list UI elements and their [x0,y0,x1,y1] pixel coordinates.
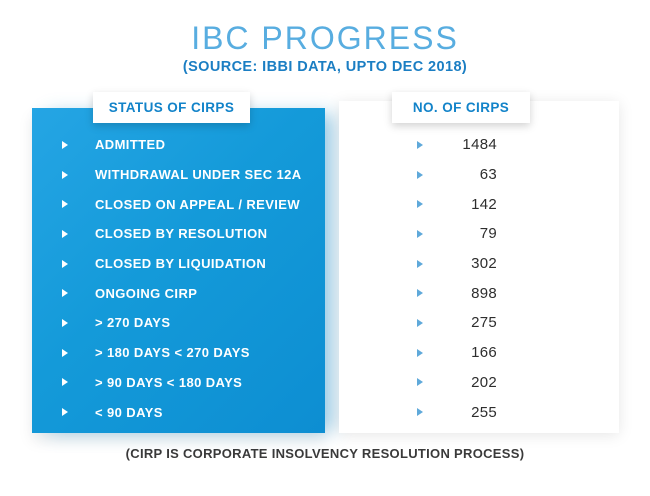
count-rows: 1484 63 142 79 302 898 [0,130,650,427]
count-value: 255 [471,403,497,421]
table-row: < 90 DAYS [0,397,650,427]
page-title: IBC PROGRESS [191,20,459,56]
table-row: 275 [0,308,650,338]
status-label: CLOSED ON APPEAL / REVIEW [95,196,301,212]
status-label: CLOSED BY RESOLUTION [95,226,268,242]
count-value: 79 [479,225,497,243]
count-value: 142 [471,195,497,213]
table-row: ONGOING CIRP [0,278,650,308]
table-row: 166 [0,338,650,368]
right-arrow-icon [417,408,423,417]
right-arrow-icon [417,200,423,209]
column-header-count-label: NO. OF CIRPS [412,100,510,115]
table-row: > 180 DAYS < 270 DAYS [0,338,650,368]
right-arrow-icon [417,348,423,357]
table-row: 898 [0,278,650,308]
title-block: IBC PROGRESS (SOURCE: IBBI DATA, UPTO DE… [0,20,650,75]
right-arrow-icon [62,348,68,357]
status-label: ADMITTED [95,137,166,153]
table-row: 63 [0,160,650,190]
right-arrow-icon [417,229,423,238]
right-arrow-icon [62,408,68,417]
right-arrow-icon [62,229,68,238]
table-row: > 90 DAYS < 180 DAYS [0,368,650,398]
right-arrow-icon [417,140,423,149]
table-row: CLOSED ON APPEAL / REVIEW [0,189,650,219]
status-label: > 180 DAYS < 270 DAYS [95,345,250,361]
status-panel [32,108,325,433]
right-arrow-icon [62,378,68,387]
right-arrow-icon [62,170,68,179]
table-row: ADMITTED [0,130,650,160]
status-label: CLOSED BY LIQUIDATION [95,256,267,272]
right-arrow-icon [62,200,68,209]
right-arrow-icon [62,140,68,149]
count-value: 275 [471,314,497,332]
column-header-count: NO. OF CIRPS [392,92,530,123]
right-arrow-icon [62,318,68,327]
table-row: CLOSED BY LIQUIDATION [0,249,650,279]
count-value: 202 [471,373,497,391]
table-row: > 270 DAYS [0,308,650,338]
column-header-status-label: STATUS OF CIRPS [108,100,235,115]
right-arrow-icon [62,289,68,298]
count-value: 1484 [462,136,497,154]
table-row: 302 [0,249,650,279]
table-row: 202 [0,368,650,398]
count-value: 63 [479,166,497,184]
right-arrow-icon [417,170,423,179]
status-label: WITHDRAWAL UNDER SEC 12A [95,167,302,183]
count-panel [339,101,619,433]
status-rows: ADMITTED WITHDRAWAL UNDER SEC 12A CLOSED… [0,130,650,427]
table-row: CLOSED BY RESOLUTION [0,219,650,249]
right-arrow-icon [417,378,423,387]
table-row: 255 [0,397,650,427]
count-value: 166 [471,344,497,362]
right-arrow-icon [62,259,68,268]
table-row: 79 [0,219,650,249]
status-label: > 270 DAYS [95,315,171,331]
page-subtitle: (SOURCE: IBBI DATA, UPTO DEC 2018) [182,58,468,75]
footer-note: (CIRP IS CORPORATE INSOLVENCY RESOLUTION… [125,446,525,461]
right-arrow-icon [417,318,423,327]
status-label: ONGOING CIRP [95,285,198,301]
right-arrow-icon [417,289,423,298]
status-label: > 90 DAYS < 180 DAYS [95,374,243,390]
status-label: < 90 DAYS [95,404,163,420]
table-row: 1484 [0,130,650,160]
table-row: 142 [0,189,650,219]
right-arrow-icon [417,259,423,268]
count-value: 898 [471,284,497,302]
table-row: WITHDRAWAL UNDER SEC 12A [0,160,650,190]
column-header-status: STATUS OF CIRPS [93,92,250,123]
count-value: 302 [471,255,497,273]
